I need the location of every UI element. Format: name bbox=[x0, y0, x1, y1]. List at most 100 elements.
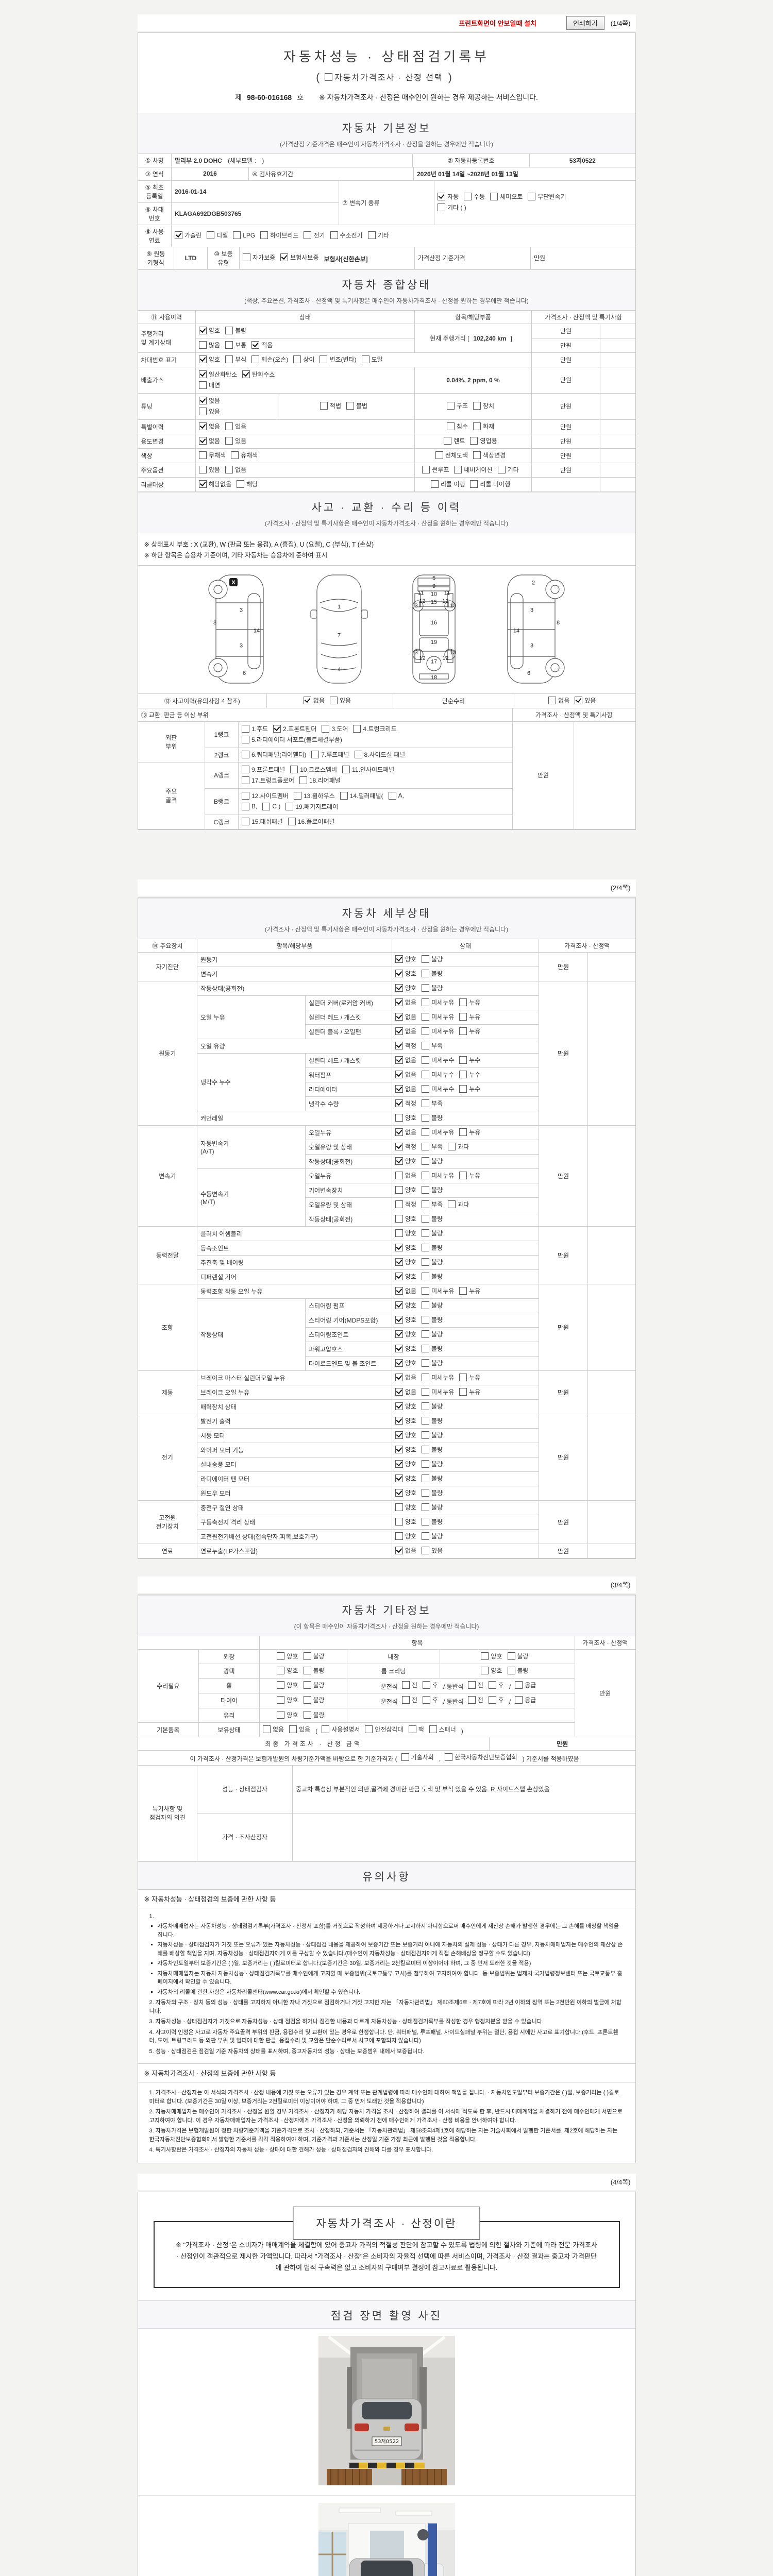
checkbox-checked-양호[interactable]: 양호 bbox=[199, 355, 220, 364]
checkbox-불량[interactable]: 불량 bbox=[303, 1681, 325, 1689]
checkbox-누유[interactable]: 누유 bbox=[459, 1128, 480, 1137]
checkbox-13.휠하우스[interactable]: 13.휠하우스 bbox=[293, 791, 335, 800]
checkbox-자가보증[interactable]: 자가보증 bbox=[243, 253, 275, 262]
checkbox-없음[interactable]: 없음 bbox=[548, 696, 569, 705]
checkbox-부족[interactable]: 부족 bbox=[422, 1142, 443, 1151]
checkbox-불량[interactable]: 불량 bbox=[422, 1517, 443, 1526]
checkbox-불량[interactable]: 불량 bbox=[422, 1185, 443, 1194]
checkbox-18.리어패널[interactable]: 18.리어패널 bbox=[299, 776, 341, 785]
checkbox-checked-없음[interactable]: 없음 bbox=[303, 696, 325, 705]
checkbox-불량[interactable]: 불량 bbox=[422, 1416, 443, 1425]
checkbox-부식[interactable]: 부식 bbox=[225, 355, 246, 364]
checkbox-기타[interactable]: 기타 bbox=[367, 231, 389, 240]
checkbox-checked-보험사보증[interactable]: 보험사보증 bbox=[280, 253, 318, 262]
checkbox-양호[interactable]: 양호 bbox=[277, 1696, 298, 1704]
checkbox-5.라디에이터 서포트(볼트체결부품)[interactable]: 5.라디에이터 서포트(볼트체결부품) bbox=[242, 735, 342, 744]
checkbox-불량[interactable]: 불량 bbox=[303, 1696, 325, 1704]
checkbox-checked-양호[interactable]: 양호 bbox=[395, 1431, 416, 1439]
checkbox-사용설명서[interactable]: 사용설명서 bbox=[322, 1725, 360, 1734]
install-print-helper-link[interactable]: 프린트화면이 안보일때 설치 bbox=[459, 19, 536, 27]
checkbox-불량[interactable]: 불량 bbox=[422, 1315, 443, 1324]
checkbox-미세누유[interactable]: 미세누유 bbox=[422, 1286, 454, 1295]
checkbox-미세누수[interactable]: 미세누수 bbox=[422, 1070, 454, 1079]
checkbox-많음[interactable]: 많음 bbox=[199, 341, 220, 349]
checkbox-매연[interactable]: 매연 bbox=[199, 381, 220, 389]
checkbox-양호[interactable]: 양호 bbox=[395, 1532, 416, 1540]
checkbox-checked-없음[interactable]: 없음 bbox=[395, 1012, 416, 1021]
checkbox-checked-없음[interactable]: 없음 bbox=[395, 1070, 416, 1079]
checkbox-checked-양호[interactable]: 양호 bbox=[395, 1445, 416, 1454]
checkbox-16.플로어패널[interactable]: 16.플로어패널 bbox=[288, 817, 335, 826]
checkbox-17.트렁크플로어[interactable]: 17.트렁크플로어 bbox=[242, 776, 294, 785]
checkbox-렌트[interactable]: 렌트 bbox=[444, 436, 465, 445]
checkbox-A,[interactable]: A, bbox=[388, 791, 404, 800]
checkbox-양호[interactable]: 양호 bbox=[277, 1652, 298, 1660]
checkbox-양호[interactable]: 양호 bbox=[395, 1517, 416, 1526]
checkbox-있음[interactable]: 있음 bbox=[289, 1725, 310, 1734]
checkbox-checked-양호[interactable]: 양호 bbox=[395, 1243, 416, 1252]
checkbox-무채색[interactable]: 무채색 bbox=[199, 451, 226, 460]
checkbox-불량[interactable]: 불량 bbox=[422, 1214, 443, 1223]
checkbox-14.필러패널([interactable]: 14.필러패널( bbox=[340, 791, 383, 800]
checkbox-있음[interactable]: 있음 bbox=[199, 465, 220, 474]
checkbox-영업용[interactable]: 영업용 bbox=[470, 436, 497, 445]
checkbox-checked-탄화수소[interactable]: 탄화수소 bbox=[242, 370, 275, 379]
checkbox-4.트렁크리드[interactable]: 4.트렁크리드 bbox=[353, 724, 397, 733]
checkbox-checked-양호[interactable]: 양호 bbox=[395, 1488, 416, 1497]
checkbox-불량[interactable]: 불량 bbox=[422, 1445, 443, 1454]
checkbox-세미오토[interactable]: 세미오토 bbox=[490, 192, 523, 201]
checkbox-적법[interactable]: 적법 bbox=[320, 401, 341, 410]
checkbox-누수[interactable]: 누수 bbox=[459, 1056, 480, 1064]
checkbox-불량[interactable]: 불량 bbox=[422, 1488, 443, 1497]
checkbox-미세누유[interactable]: 미세누유 bbox=[422, 1128, 454, 1137]
checkbox-불량[interactable]: 불량 bbox=[507, 1666, 529, 1675]
checkbox-누유[interactable]: 누유 bbox=[459, 1012, 480, 1021]
checkbox-응급[interactable]: 응급 bbox=[515, 1681, 536, 1689]
checkbox-불량[interactable]: 불량 bbox=[422, 1113, 443, 1122]
checkbox-19.패키지트레이[interactable]: 19.패키지트레이 bbox=[285, 802, 338, 811]
checkbox-checked-없음[interactable]: 없음 bbox=[395, 1373, 416, 1382]
checkbox-checked-양호[interactable]: 양호 bbox=[395, 969, 416, 978]
checkbox-양호[interactable]: 양호 bbox=[277, 1681, 298, 1689]
checkbox-불량[interactable]: 불량 bbox=[422, 1344, 443, 1353]
checkbox-checked-양호[interactable]: 양호 bbox=[395, 1157, 416, 1165]
checkbox-불량[interactable]: 불량 bbox=[422, 1359, 443, 1367]
checkbox-불량[interactable]: 불량 bbox=[422, 1258, 443, 1266]
checkbox-불량[interactable]: 불량 bbox=[422, 1301, 443, 1310]
print-button[interactable]: 인쇄하기 bbox=[566, 15, 604, 30]
checkbox-B,[interactable]: B, bbox=[242, 802, 257, 810]
checkbox-미세누유[interactable]: 미세누유 bbox=[422, 1027, 454, 1036]
checkbox-불량[interactable]: 불량 bbox=[422, 1272, 443, 1281]
checkbox-checked-없음[interactable]: 없음 bbox=[395, 998, 416, 1007]
checkbox-해당[interactable]: 해당 bbox=[237, 480, 258, 488]
checkbox-checked-양호[interactable]: 양호 bbox=[395, 1402, 416, 1411]
checkbox-응급[interactable]: 응급 bbox=[515, 1696, 536, 1704]
checkbox-없음[interactable]: 없음 bbox=[263, 1725, 284, 1734]
checkbox-후[interactable]: 후 bbox=[422, 1696, 438, 1704]
checkbox-checked-양호[interactable]: 양호 bbox=[395, 1344, 416, 1353]
checkbox-불량[interactable]: 불량 bbox=[303, 1652, 325, 1660]
checkbox-후[interactable]: 후 bbox=[488, 1696, 504, 1704]
checkbox-불량[interactable]: 불량 bbox=[422, 969, 443, 978]
checkbox-미세누유[interactable]: 미세누유 bbox=[422, 1373, 454, 1382]
checkbox-없음[interactable]: 없음 bbox=[395, 1171, 416, 1180]
checkbox-12.사이드멤버[interactable]: 12.사이드멤버 bbox=[242, 791, 289, 800]
checkbox-있음[interactable]: 있음 bbox=[422, 1546, 443, 1555]
checkbox-무단변속기[interactable]: 무단변속기 bbox=[528, 192, 566, 201]
checkbox-불량[interactable]: 불량 bbox=[303, 1666, 325, 1675]
checkbox-한국자동차진단보증협회[interactable]: 한국자동차진단보증협회 bbox=[445, 1753, 517, 1761]
checkbox-1.후드[interactable]: 1.후드 bbox=[242, 724, 268, 733]
checkbox-C )[interactable]: C ) bbox=[262, 802, 280, 810]
checkbox-자동차가격조사 · 산정 선택[interactable]: 자동차가격조사 · 산정 선택 bbox=[325, 71, 443, 83]
checkbox-누유[interactable]: 누유 bbox=[459, 1373, 480, 1382]
checkbox-불량[interactable]: 불량 bbox=[422, 1431, 443, 1439]
checkbox-checked-양호[interactable]: 양호 bbox=[395, 1272, 416, 1281]
checkbox-checked-없음[interactable]: 없음 bbox=[395, 1387, 416, 1396]
checkbox-불법[interactable]: 불법 bbox=[346, 401, 367, 410]
checkbox-불량[interactable]: 불량 bbox=[422, 1532, 443, 1540]
checkbox-전기[interactable]: 전기 bbox=[304, 231, 325, 240]
checkbox-침수[interactable]: 침수 bbox=[446, 422, 468, 431]
checkbox-양호[interactable]: 양호 bbox=[395, 1503, 416, 1512]
checkbox-도말[interactable]: 도말 bbox=[361, 355, 383, 364]
checkbox-checked-없음[interactable]: 없음 bbox=[199, 396, 220, 405]
